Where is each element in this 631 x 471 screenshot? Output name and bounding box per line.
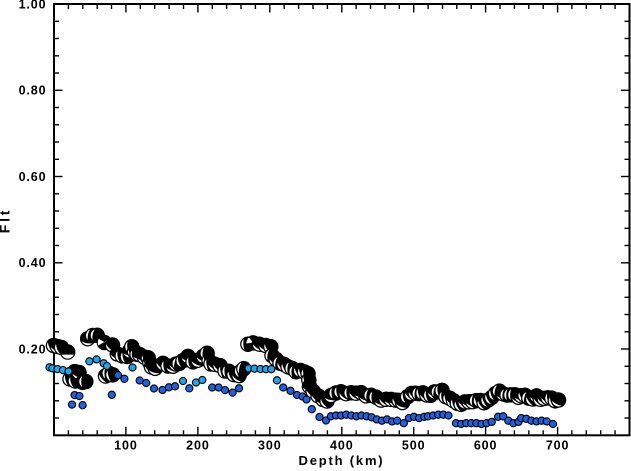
svg-text:200: 200 xyxy=(186,439,210,453)
svg-text:0.20: 0.20 xyxy=(19,342,47,356)
svg-text:0.80: 0.80 xyxy=(19,84,47,98)
svg-text:600: 600 xyxy=(474,439,498,453)
svg-text:400: 400 xyxy=(330,439,354,453)
svg-text:700: 700 xyxy=(546,439,570,453)
svg-text:500: 500 xyxy=(402,439,426,453)
svg-text:1.00: 1.00 xyxy=(19,0,47,11)
svg-text:100: 100 xyxy=(114,439,138,453)
svg-text:0.40: 0.40 xyxy=(19,256,47,270)
svg-text:Flt: Flt xyxy=(0,208,13,234)
svg-text:300: 300 xyxy=(258,439,282,453)
svg-text:0.60: 0.60 xyxy=(19,170,47,184)
svg-text:Depth (km): Depth (km) xyxy=(299,453,385,468)
